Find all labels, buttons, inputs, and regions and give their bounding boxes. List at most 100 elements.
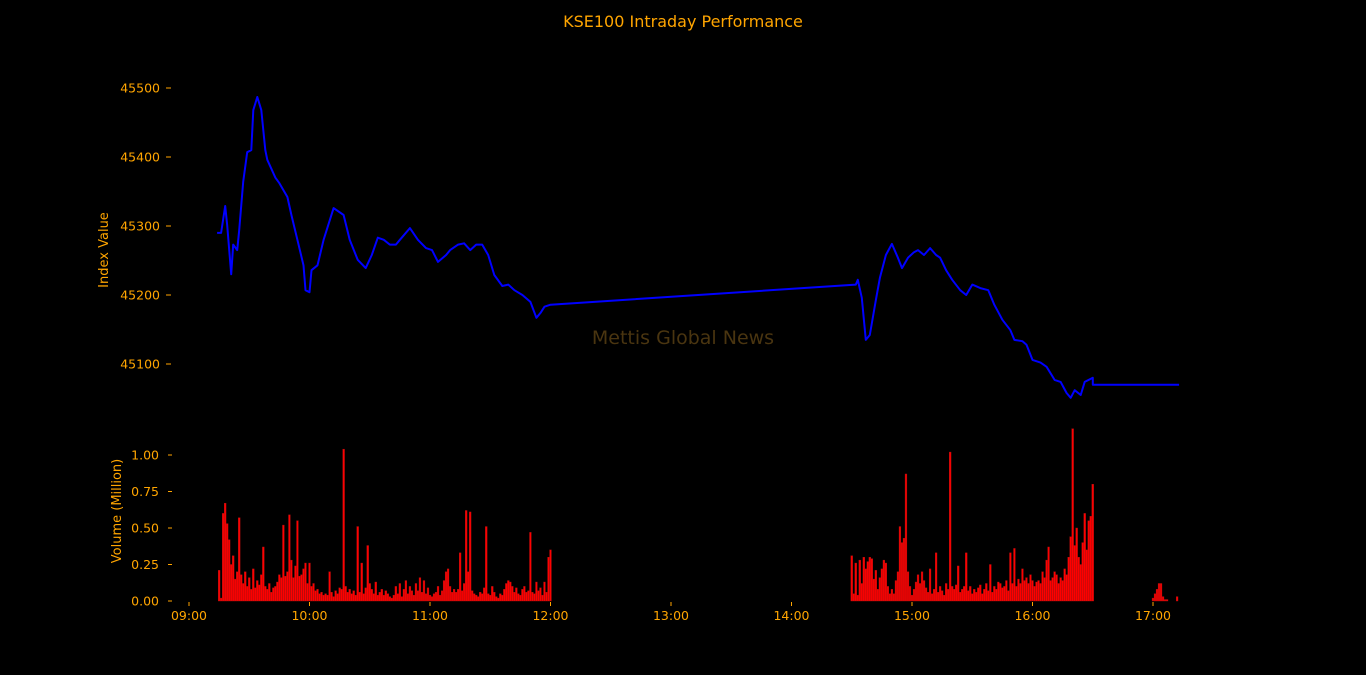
- x-tick-label: 14:00: [773, 608, 809, 623]
- volume-bar: [318, 593, 321, 602]
- volume-bar: [505, 583, 508, 602]
- volume-bar: [955, 584, 958, 602]
- volume-bar: [963, 586, 966, 602]
- volume-bar: [1025, 577, 1028, 602]
- volume-bar: [252, 568, 255, 602]
- volume-bar: [463, 583, 466, 602]
- volume-bar: [497, 597, 500, 602]
- volume-bar: [969, 586, 972, 602]
- volume-bar: [519, 594, 522, 602]
- volume-bar: [1065, 574, 1068, 602]
- volume-bar: [991, 592, 994, 602]
- volume-bar: [238, 517, 241, 602]
- volume-bar: [858, 559, 861, 602]
- volume-bar: [276, 581, 279, 602]
- volume-bar: [1001, 587, 1004, 602]
- volume-bar: [344, 586, 347, 602]
- volume-bar: [459, 552, 462, 602]
- volume-bar: [509, 581, 512, 602]
- volume-bar: [378, 592, 381, 602]
- volume-bar: [884, 562, 887, 602]
- volume-bars: [218, 428, 1179, 602]
- volume-bar: [513, 592, 516, 602]
- volume-bar: [394, 586, 397, 602]
- volume-bar: [539, 587, 542, 602]
- volume-bar: [244, 571, 247, 602]
- volume-bar: [312, 583, 315, 602]
- volume-tick-label: 0.25: [131, 557, 159, 572]
- volume-bar: [985, 583, 988, 602]
- volume-bar: [370, 589, 373, 602]
- volume-bar: [436, 586, 440, 602]
- volume-bar: [1075, 527, 1078, 602]
- volume-bar: [886, 586, 889, 602]
- volume-bar: [384, 590, 387, 602]
- volume-bar: [224, 502, 227, 602]
- volume-bar: [1081, 542, 1084, 602]
- volume-bar: [916, 574, 920, 602]
- x-tick-label: 13:00: [653, 608, 689, 623]
- volume-bar: [288, 514, 291, 602]
- volume-bar: [1079, 564, 1082, 602]
- volume-bar: [957, 565, 960, 602]
- volume-bar: [316, 589, 319, 602]
- volume-bar: [529, 532, 532, 602]
- volume-bar: [424, 593, 428, 602]
- volume-bar: [1043, 577, 1046, 602]
- volume-y-axis: 0.00 0.25 0.50 0.75 1.00: [131, 448, 172, 609]
- volume-bar: [390, 597, 393, 602]
- volume-bar: [904, 473, 908, 602]
- volume-bar: [1041, 571, 1044, 602]
- volume-bar: [422, 580, 426, 602]
- volume-bar: [501, 594, 504, 602]
- volume-bar: [374, 581, 377, 602]
- volume-bar: [254, 587, 257, 602]
- volume-tick-label: 0.50: [131, 521, 159, 536]
- volume-y-axis-label: Volume (Million): [110, 459, 125, 563]
- volume-bar: [876, 589, 879, 602]
- volume-bar: [1165, 599, 1169, 602]
- volume-bar: [854, 562, 857, 602]
- volume-bar: [1161, 596, 1165, 602]
- volume-bar: [324, 593, 327, 602]
- volume-bar: [924, 587, 928, 602]
- volume-bar: [523, 586, 526, 602]
- volume-bar: [274, 586, 277, 602]
- volume-bar: [320, 592, 323, 602]
- volume-bar: [322, 594, 325, 602]
- volume-bar: [862, 557, 865, 602]
- volume-bar: [890, 589, 894, 602]
- volume-bar: [220, 597, 223, 602]
- volume-bar: [294, 565, 297, 602]
- volume-bar: [228, 539, 231, 602]
- volume-bar: [1003, 586, 1006, 602]
- volume-bar: [1083, 513, 1086, 602]
- volume-bar: [348, 589, 351, 602]
- volume-bar: [1045, 559, 1048, 602]
- volume-bar: [398, 583, 401, 602]
- volume-bar: [260, 574, 263, 602]
- volume-bar: [465, 510, 468, 602]
- volume-bar: [533, 593, 536, 602]
- price-y-axis-label: Index Value: [97, 212, 112, 288]
- volume-bar: [517, 593, 520, 602]
- volume-bar: [1011, 583, 1014, 602]
- volume-bar: [912, 589, 916, 602]
- price-line: [217, 96, 1180, 399]
- volume-bar: [503, 589, 506, 602]
- volume-bar: [856, 594, 859, 602]
- volume-bar: [908, 586, 912, 602]
- volume-bar: [290, 559, 293, 602]
- volume-bar: [874, 570, 877, 602]
- volume-bar: [388, 596, 391, 602]
- price-tick-label: 45500: [120, 81, 160, 96]
- volume-bar: [973, 589, 976, 602]
- volume-bar: [280, 577, 283, 602]
- volume-bar: [308, 562, 311, 602]
- volume-bar: [951, 586, 954, 602]
- volume-bar: [248, 577, 251, 602]
- volume-bar: [922, 580, 926, 602]
- volume-bar: [330, 592, 333, 602]
- volume-bar: [240, 574, 243, 602]
